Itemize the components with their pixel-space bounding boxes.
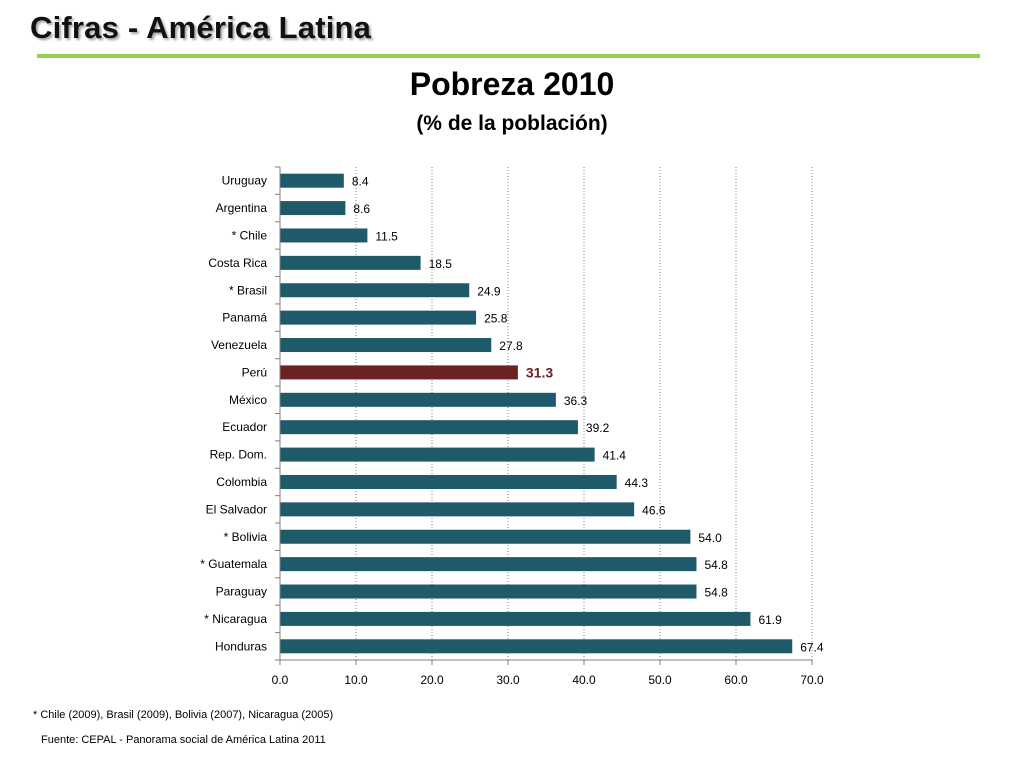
bar: [280, 474, 617, 489]
category-label: * Bolivia: [224, 530, 268, 544]
category-label: Colombia: [216, 475, 267, 489]
data-label: 44.3: [625, 476, 649, 490]
bar: [280, 173, 344, 188]
data-label: 61.9: [758, 613, 782, 627]
bar: [280, 639, 793, 654]
data-label: 36.3: [564, 394, 588, 408]
bar: [280, 447, 595, 462]
x-tick-label: 50.0: [648, 673, 672, 687]
data-label: 31.3: [526, 364, 553, 380]
category-label: * Brasil: [229, 283, 267, 297]
category-label: * Chile: [232, 228, 268, 242]
category-label: Honduras: [215, 639, 267, 653]
category-label: Rep. Dom.: [210, 448, 267, 462]
chart-subtitle: (% de la población): [416, 112, 608, 135]
x-tick-label: 0.0: [272, 673, 289, 687]
bar: [280, 365, 518, 380]
chart-title: Pobreza 2010: [409, 66, 615, 102]
x-tick-label: 20.0: [420, 673, 444, 687]
bar: [280, 228, 368, 243]
data-label: 11.5: [375, 229, 398, 243]
bar: [280, 255, 421, 270]
slide-title: Cifras - América Latina: [30, 10, 372, 45]
data-label: 39.2: [586, 421, 610, 435]
bar: [280, 420, 578, 435]
bar: [280, 529, 691, 544]
bar: [280, 502, 635, 517]
data-label: 8.4: [352, 175, 369, 189]
data-label: 24.9: [477, 284, 501, 298]
category-label: * Guatemala: [200, 557, 267, 571]
source-note: Fuente: CEPAL - Panorama social de Améri…: [41, 734, 326, 746]
category-label: Perú: [242, 365, 267, 379]
x-tick-label: 70.0: [800, 673, 824, 687]
data-label: 54.8: [704, 586, 728, 600]
category-label: Costa Rica: [208, 256, 267, 270]
x-tick-label: 10.0: [344, 673, 368, 687]
data-label: 25.8: [484, 312, 508, 326]
data-label: 54.0: [698, 531, 722, 545]
footnote: * Chile (2009), Brasil (2009), Bolivia (…: [33, 709, 334, 721]
x-tick-label: 30.0: [496, 673, 520, 687]
data-label: 27.8: [499, 339, 523, 353]
data-label: 8.6: [353, 202, 370, 216]
category-label: Panamá: [222, 311, 267, 325]
bar: [280, 611, 751, 626]
category-label: * Nicaragua: [204, 612, 267, 626]
title-divider: [37, 54, 980, 58]
x-tick-label: 40.0: [572, 673, 596, 687]
data-label: 54.8: [704, 558, 728, 572]
category-label: Paraguay: [216, 585, 267, 599]
bar: [280, 338, 492, 353]
data-label: 46.6: [642, 503, 666, 517]
x-tick-label: 60.0: [724, 673, 748, 687]
data-label: 41.4: [603, 449, 627, 463]
bar: [280, 283, 470, 298]
bar: [280, 584, 697, 599]
bar: [280, 557, 697, 572]
data-label: 67.4: [800, 640, 824, 654]
category-label: El Salvador: [206, 502, 267, 516]
category-label: Ecuador: [222, 420, 267, 434]
bar: [280, 392, 556, 407]
category-label: Argentina: [216, 201, 268, 215]
category-label: México: [229, 393, 267, 407]
data-label: 18.5: [429, 257, 453, 271]
bar: [280, 310, 477, 325]
category-label: Uruguay: [222, 174, 267, 188]
category-label: Venezuela: [211, 338, 267, 352]
bar: [280, 201, 346, 216]
